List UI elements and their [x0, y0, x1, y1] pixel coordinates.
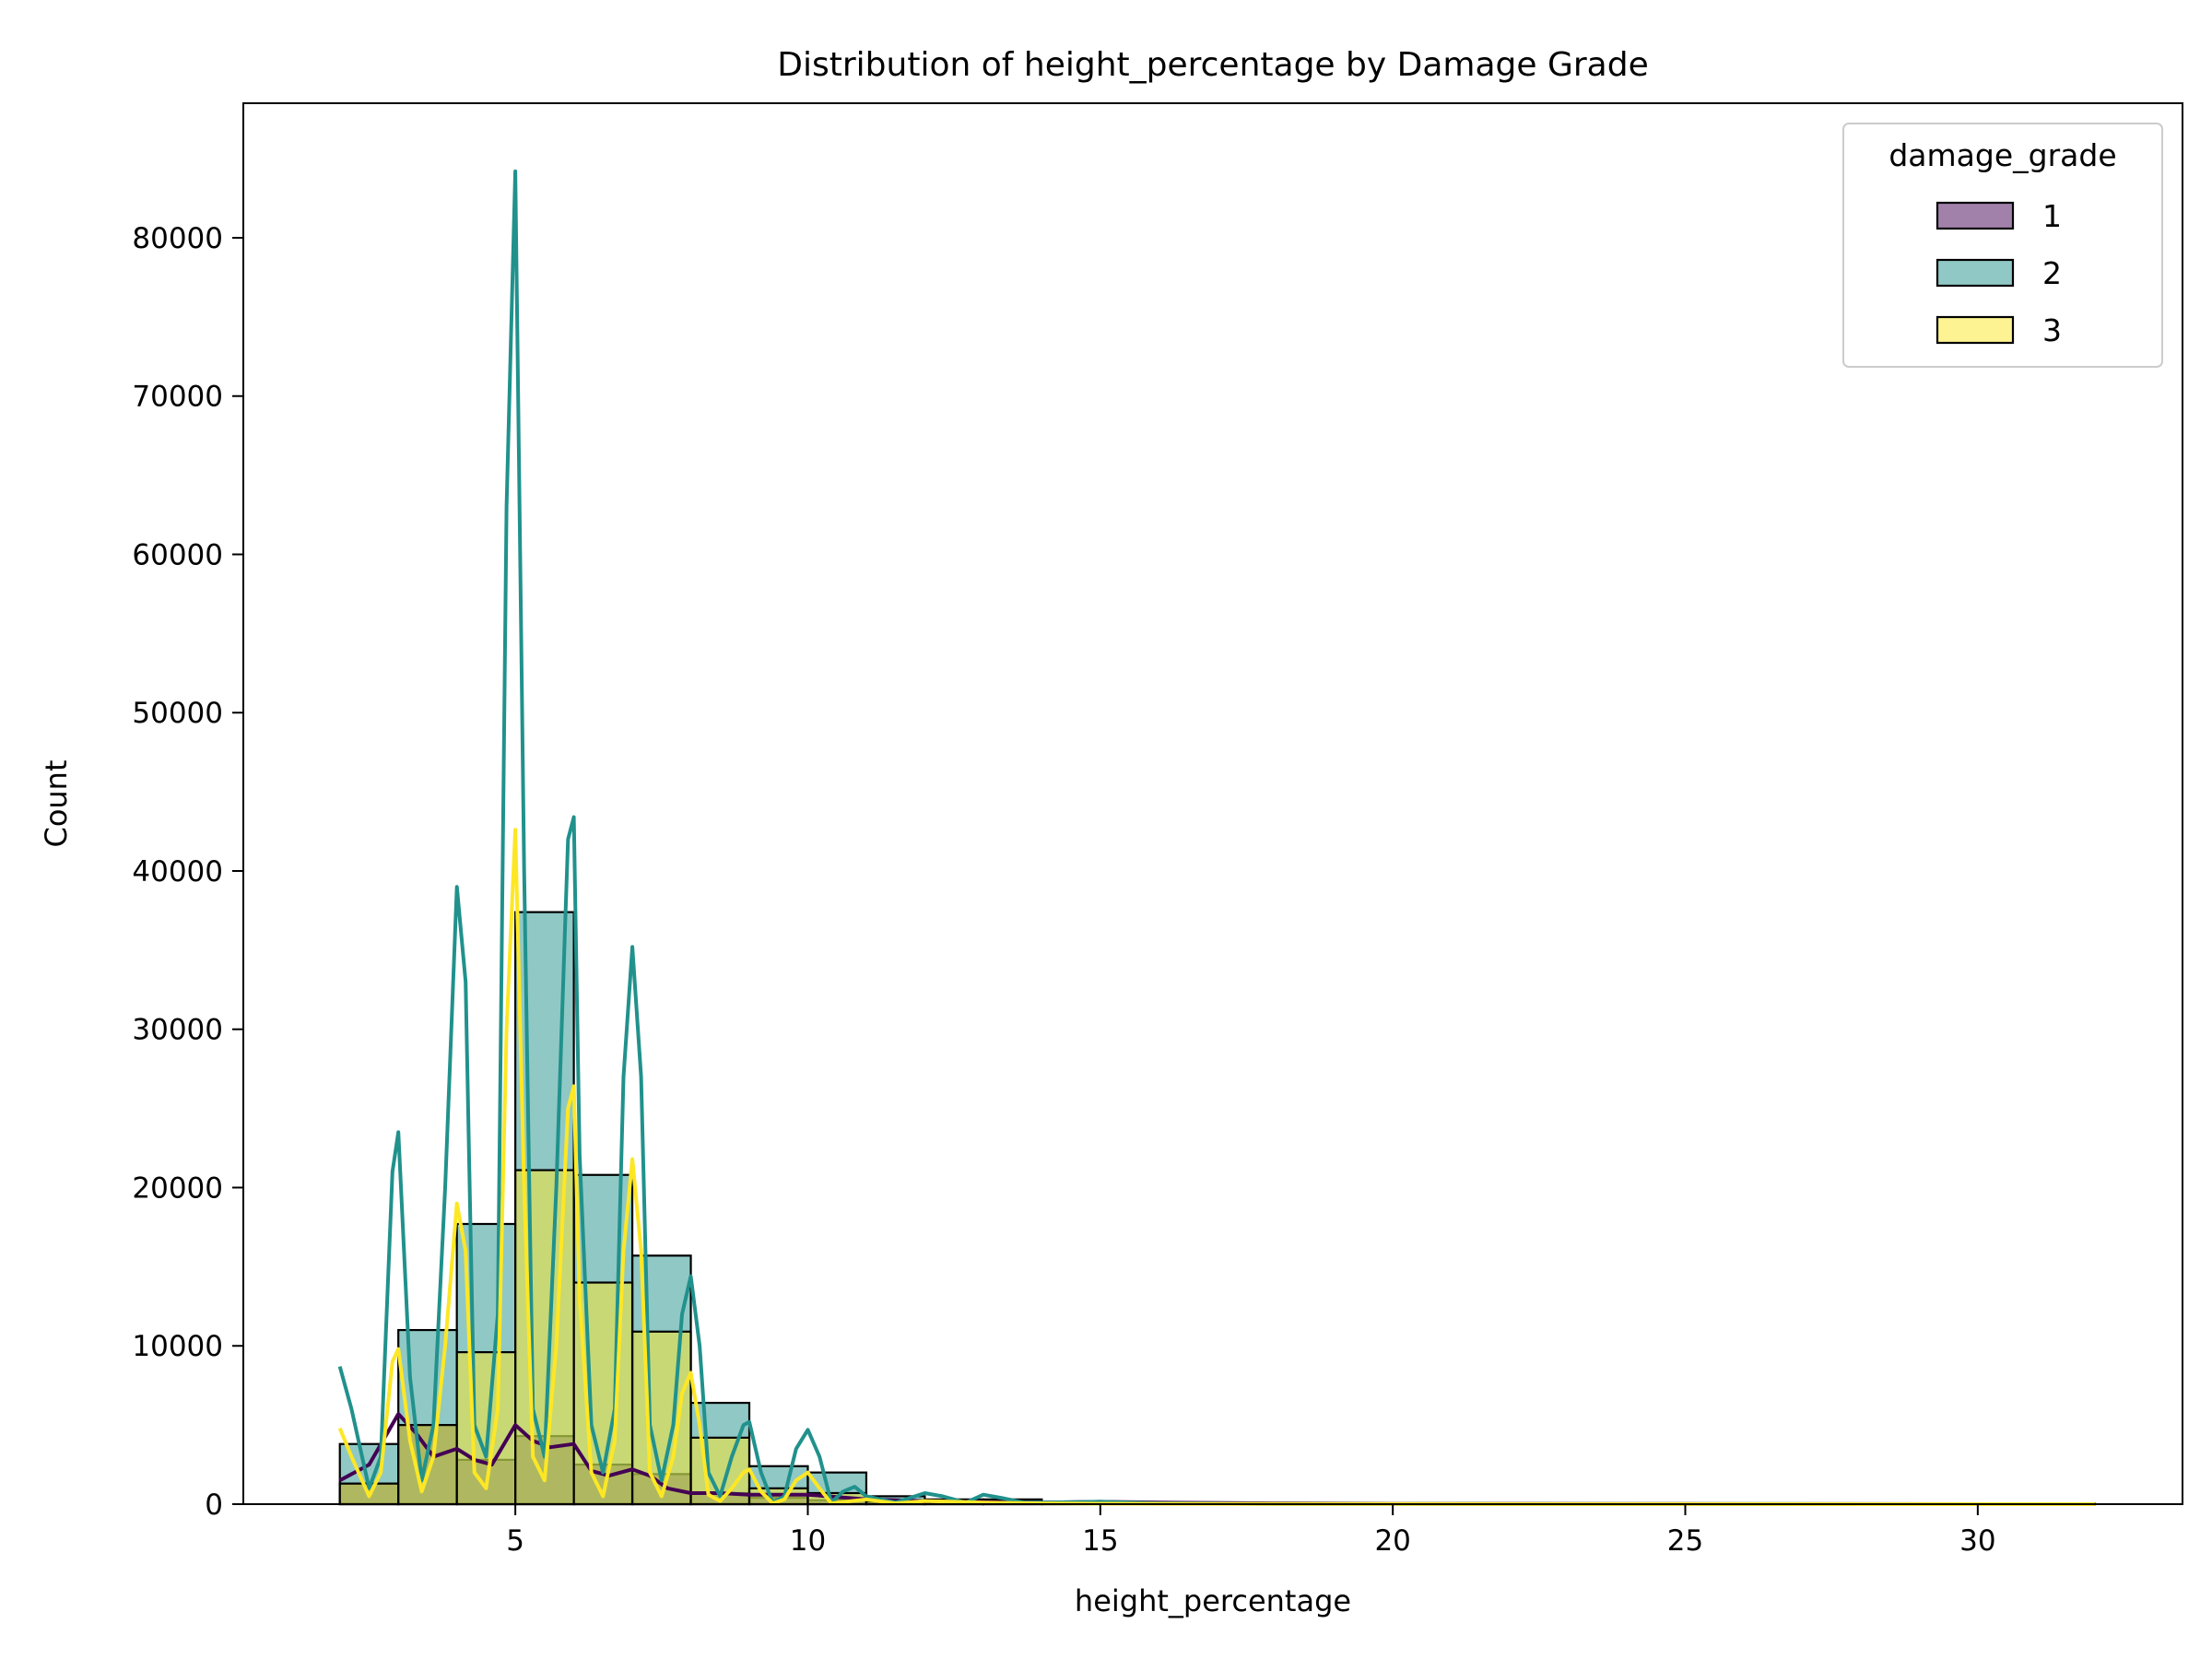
chart-title: Distribution of height_percentage by Dam…: [777, 46, 1648, 84]
legend: damage_grade 1 2 3: [1842, 123, 2163, 368]
legend-box: [1842, 123, 2163, 368]
kde-line-series-3: [337, 828, 2095, 1506]
kde-curves: [337, 169, 2095, 1506]
y-axis: 0 10000 20000 30000 40000 50000 60000 70000 8000…: [132, 222, 243, 1522]
y-tick-label: 50000: [132, 697, 223, 730]
y-tick-label: 80000: [132, 222, 223, 255]
legend-label-3: 3: [2042, 312, 2062, 348]
y-tick-label: 20000: [132, 1171, 223, 1205]
legend-title: damage_grade: [1888, 137, 2116, 173]
y-tick-label: 40000: [132, 855, 223, 888]
legend-label-2: 2: [2042, 255, 2062, 291]
x-tick-label: 30: [1959, 1524, 1995, 1558]
x-tick-label: 15: [1082, 1524, 1118, 1558]
legend-swatch-3: [1936, 315, 2015, 345]
legend-swatch-2: [1936, 258, 2015, 288]
y-tick-label: 70000: [132, 381, 223, 414]
y-tick-label: 60000: [132, 538, 223, 571]
x-axis-label: height_percentage: [1075, 1583, 1351, 1618]
y-tick-label: 0: [205, 1488, 223, 1522]
y-tick-label: 30000: [132, 1014, 223, 1047]
histogram-bars: [338, 911, 2096, 1506]
x-axis: 5 10 15 20 25 30: [506, 1504, 1996, 1558]
plot-area: [242, 102, 2183, 1506]
histogram-bar: [397, 1424, 458, 1506]
x-tick-label: 5: [506, 1524, 524, 1558]
x-tick-label: 20: [1374, 1524, 1410, 1558]
x-tick-label: 10: [790, 1524, 826, 1558]
x-tick-label: 25: [1667, 1524, 1703, 1558]
legend-swatch-1: [1936, 201, 2015, 230]
legend-label-1: 1: [2042, 198, 2062, 234]
y-tick-label: 10000: [132, 1330, 223, 1363]
kde-line-series-2: [337, 169, 2095, 1506]
plot-frame: [242, 102, 2183, 1505]
y-axis-label: Count: [39, 759, 74, 847]
legend-entries: 1 2 3: [1936, 198, 2062, 348]
